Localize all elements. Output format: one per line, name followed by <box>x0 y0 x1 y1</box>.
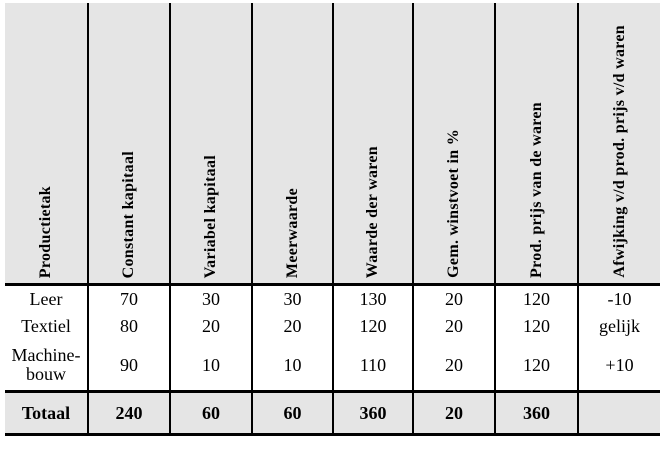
table-cell: 120 <box>494 340 578 392</box>
table-cell: 130 <box>332 284 413 313</box>
header-waarde-der-waren-label: Waarde der waren <box>364 145 381 278</box>
table-cell: 360 <box>332 390 413 436</box>
header-variabel-kapitaal: Variabel kapitaal <box>169 3 252 286</box>
row-label-leer: Leer <box>5 284 88 313</box>
table-cell: 30 <box>251 284 333 313</box>
header-meerwaarde-label: Meerwaarde <box>283 187 301 278</box>
table-cell: 120 <box>494 284 578 313</box>
table-cell: 20 <box>412 312 495 341</box>
header-variabel-kapitaal-label: Variabel kapitaal <box>202 154 219 278</box>
row-label-textiel: Textiel <box>5 312 88 341</box>
table-cell: 30 <box>169 284 252 313</box>
table-cell <box>577 390 660 436</box>
header-row: Productietak Constant kapitaal Variabel … <box>5 3 660 286</box>
table-row-leer: Leer 70 30 30 130 20 120 -10 <box>5 284 660 313</box>
table-row-totaal: Totaal 240 60 60 360 20 360 <box>5 390 660 436</box>
table-row-machinebouw: Machine- bouw 90 10 10 110 20 120 +10 <box>5 340 660 392</box>
row-label-machinebouw: Machine- bouw <box>5 340 88 392</box>
table-cell: 20 <box>169 312 252 341</box>
header-gem-winstvoet: Gem. winstvoet in % <box>412 3 495 286</box>
header-productietak: Productietak <box>5 3 88 286</box>
table-cell: -10 <box>577 284 660 313</box>
header-afwijking-label: Afwijking v/d prod. prijs v/d waren <box>610 25 628 278</box>
table-cell: 20 <box>251 312 333 341</box>
table-cell: 20 <box>412 340 495 392</box>
table-cell: 70 <box>87 284 170 313</box>
header-productietak-label: Productietak <box>37 185 54 278</box>
table-cell: 10 <box>169 340 252 392</box>
header-constant-kapitaal: Constant kapitaal <box>87 3 170 286</box>
header-prod-prijs-label: Prod. prijs van de waren <box>527 102 545 278</box>
header-meerwaarde: Meerwaarde <box>251 3 333 286</box>
table-cell: 120 <box>494 312 578 341</box>
table-cell: +10 <box>577 340 660 392</box>
table-cell: 20 <box>412 284 495 313</box>
table-row-textiel: Textiel 80 20 20 120 20 120 gelijk <box>5 312 660 341</box>
header-constant-kapitaal-label: Constant kapitaal <box>120 150 137 278</box>
table-cell: 60 <box>169 390 252 436</box>
table-cell: gelijk <box>577 312 660 341</box>
table-cell: 80 <box>87 312 170 341</box>
table-cell: 110 <box>332 340 413 392</box>
table-cell: 20 <box>412 390 495 436</box>
table-cell: 90 <box>87 340 170 392</box>
table-cell: 10 <box>251 340 333 392</box>
table-cell: 240 <box>87 390 170 436</box>
header-waarde-der-waren: Waarde der waren <box>332 3 413 286</box>
header-afwijking: Afwijking v/d prod. prijs v/d waren <box>577 3 660 286</box>
header-gem-winstvoet-label: Gem. winstvoet in % <box>445 129 462 278</box>
row-label-totaal: Totaal <box>5 390 88 436</box>
table-cell: 360 <box>494 390 578 436</box>
table-cell: 120 <box>332 312 413 341</box>
table-cell: 60 <box>251 390 333 436</box>
header-prod-prijs: Prod. prijs van de waren <box>494 3 578 286</box>
production-price-table: Productietak Constant kapitaal Variabel … <box>5 3 660 436</box>
